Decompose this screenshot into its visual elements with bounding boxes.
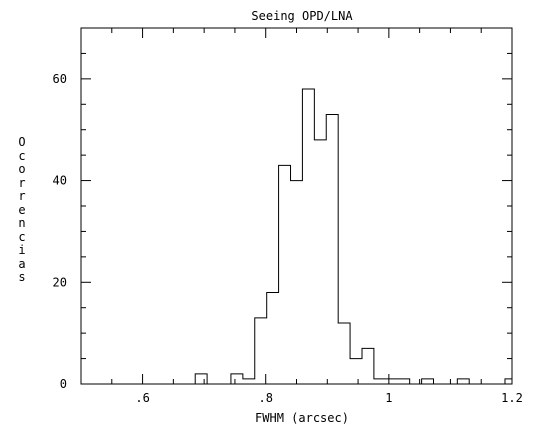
y-tick-label: 20 xyxy=(53,275,67,289)
y-label-letter: n xyxy=(18,216,26,230)
y-label-letter: a xyxy=(18,256,26,271)
y-tick-label: 0 xyxy=(60,377,67,391)
y-label-letter: o xyxy=(18,162,26,176)
x-tick-label: .6 xyxy=(135,391,149,405)
y-label-letter: r xyxy=(18,175,26,190)
histogram-outline xyxy=(194,88,512,385)
y-tick-label: 60 xyxy=(53,72,67,86)
y-tick-label: 40 xyxy=(53,174,67,188)
x-axis-label: FWHM (arcsec) xyxy=(255,411,349,425)
y-label-letter: s xyxy=(18,270,26,284)
y-label-letter: c xyxy=(18,229,26,244)
axis-ticks xyxy=(80,27,513,385)
y-label-letter: O xyxy=(18,135,26,149)
x-tick-label: .8 xyxy=(258,391,272,405)
chart-title: Seeing OPD/LNA xyxy=(251,9,353,23)
y-label-letter: c xyxy=(18,148,26,163)
y-label-letter: i xyxy=(18,243,26,257)
x-tick-label: 1.2 xyxy=(501,391,523,405)
tick-labels: .6 .8 1 1.2 0 20 40 60 xyxy=(53,72,523,405)
y-label-letter: r xyxy=(18,189,26,203)
plot-frame xyxy=(80,27,513,385)
y-label-letter: e xyxy=(18,202,26,217)
x-tick-label: 1 xyxy=(385,391,392,405)
